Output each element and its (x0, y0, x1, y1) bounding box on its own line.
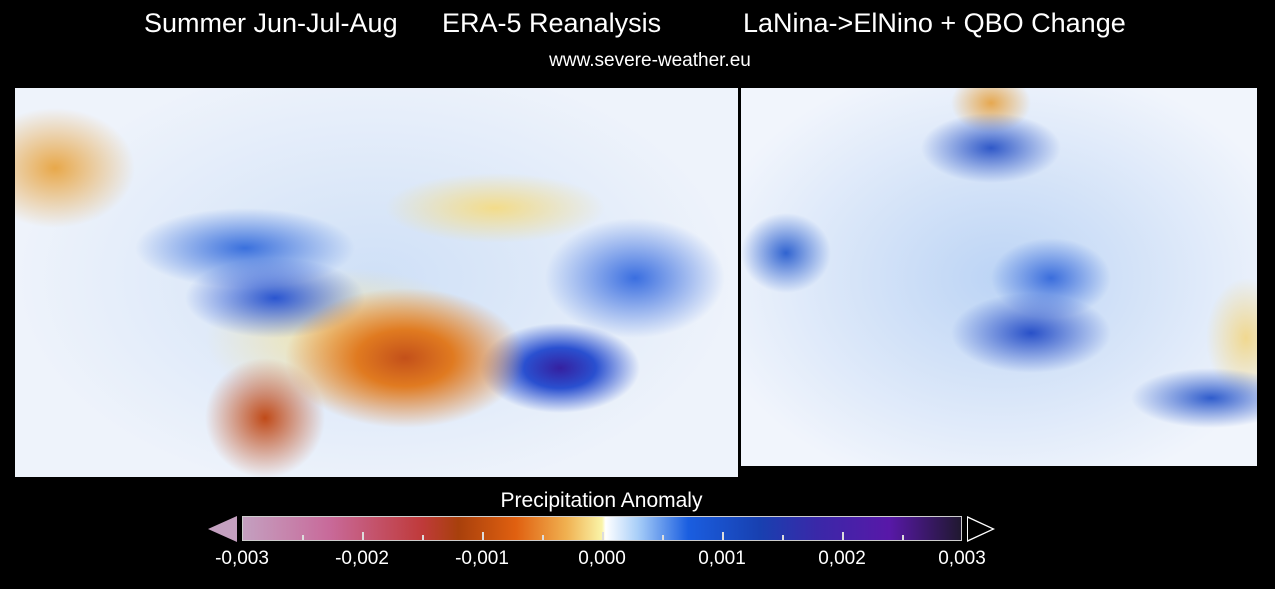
colorbar-tick-label: -0,002 (335, 548, 389, 569)
colorbar-max-arrow-icon (967, 516, 995, 542)
colorbar-tick-label: 0,000 (578, 548, 626, 569)
colorbar-tick (482, 532, 484, 540)
colorbar (242, 516, 962, 541)
colorbar-tick (362, 532, 364, 540)
colorbar-tick-label: 0,002 (818, 548, 866, 569)
colorbar-tick-label: 0,001 (698, 548, 746, 569)
colorbar-tick (662, 535, 664, 540)
colorbar-title: Precipitation Anomaly (500, 489, 703, 512)
title-dataset: ERA-5 Reanalysis (442, 8, 662, 38)
colorbar-tick (302, 535, 304, 540)
colorbar-tick (782, 535, 784, 540)
colorbar-tick-label: -0,001 (455, 548, 509, 569)
colorbar-tick (602, 532, 604, 540)
colorbar-tick (542, 535, 544, 540)
title-composite: LaNina->ElNino + QBO Change (743, 8, 1126, 38)
colorbar-tick (722, 532, 724, 540)
colorbar-tick (422, 535, 424, 540)
europe-map (741, 88, 1257, 466)
north-america-map (15, 88, 738, 477)
colorbar-tick-label: 0,003 (938, 548, 986, 569)
colorbar-min-arrow-icon (208, 516, 237, 542)
source-url: www.severe-weather.eu (549, 50, 751, 71)
colorbar-tick (902, 535, 904, 540)
colorbar-tick-label: -0,003 (215, 548, 269, 569)
colorbar-tick (842, 532, 844, 540)
title-season: Summer Jun-Jul-Aug (144, 8, 398, 38)
